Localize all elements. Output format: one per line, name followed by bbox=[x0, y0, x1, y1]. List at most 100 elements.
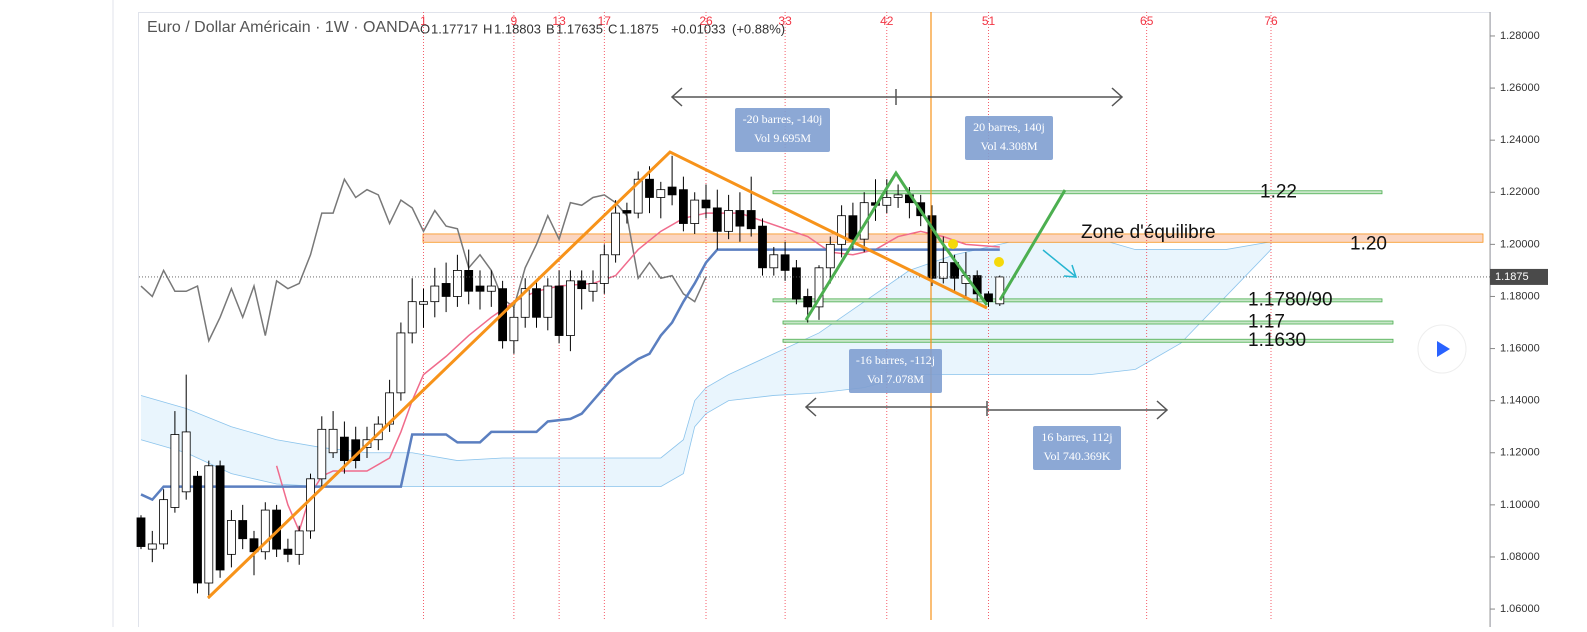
level-label: 1.1780/90 bbox=[1248, 289, 1333, 310]
level-label: 1.20 bbox=[1350, 233, 1387, 254]
candle-body bbox=[193, 475, 202, 584]
y-tick-label: 1.22000 bbox=[1500, 186, 1540, 198]
candle-body bbox=[407, 301, 417, 334]
candle-body bbox=[441, 283, 451, 297]
candle-body bbox=[452, 270, 462, 297]
candle-body bbox=[520, 288, 530, 318]
range-box bbox=[1033, 426, 1121, 470]
projection bbox=[998, 189, 1067, 301]
time-zone-label: 17 bbox=[598, 14, 612, 28]
range-bars: 20 barres, 140j bbox=[973, 120, 1045, 134]
change: +0.01033 bbox=[671, 21, 726, 36]
ohlc-value: 1.1875 bbox=[619, 21, 659, 36]
y-tick-label: 1.16000 bbox=[1500, 342, 1540, 354]
y-tick-label: 1.14000 bbox=[1500, 395, 1540, 407]
candle-body bbox=[825, 243, 835, 269]
candle-body bbox=[780, 254, 790, 271]
candle-body bbox=[679, 189, 688, 224]
candle-body bbox=[984, 293, 993, 303]
candle-body bbox=[294, 530, 304, 555]
candle-body bbox=[893, 194, 903, 198]
candle-body bbox=[339, 436, 349, 461]
candle-body bbox=[588, 283, 598, 292]
time-zone-label: 9 bbox=[511, 14, 518, 28]
play-icon bbox=[1437, 341, 1450, 357]
candle-body bbox=[577, 280, 587, 290]
candle-body bbox=[181, 431, 191, 493]
candle-body bbox=[328, 428, 338, 454]
price-tag bbox=[1490, 268, 1548, 285]
candle-body bbox=[769, 254, 779, 269]
y-tick-label: 1.26000 bbox=[1500, 82, 1540, 94]
ohlc-key: H bbox=[483, 21, 492, 36]
candle-body bbox=[938, 262, 948, 279]
candle-body bbox=[622, 210, 632, 214]
candle-body bbox=[656, 189, 666, 198]
range-bars: -16 barres, -112j bbox=[856, 353, 935, 367]
plot-border bbox=[138, 12, 1491, 632]
candle-body bbox=[136, 517, 146, 547]
marker bbox=[948, 239, 958, 249]
time-zone-label: 65 bbox=[1140, 14, 1154, 28]
range-volume: Vol 9.695M bbox=[754, 131, 811, 145]
candle-body bbox=[554, 285, 564, 336]
time-zone-label: 51 bbox=[982, 14, 996, 28]
zigzag bbox=[804, 170, 989, 321]
candle-body bbox=[464, 270, 474, 292]
candle-body bbox=[486, 285, 496, 292]
arrow-head bbox=[670, 87, 683, 107]
candle-body bbox=[566, 280, 575, 336]
candle-body bbox=[475, 285, 485, 292]
candle-body bbox=[170, 434, 180, 508]
ohlc-key: B bbox=[546, 21, 555, 36]
price-tag-label: 1.1875 bbox=[1495, 271, 1529, 283]
level-label: 1.17 bbox=[1248, 312, 1285, 333]
arrow-head bbox=[1063, 264, 1078, 278]
change-pct: (+0.88%) bbox=[732, 21, 785, 36]
ohlc-value: 1.17717 bbox=[431, 21, 478, 36]
ohlc-key: O bbox=[420, 21, 430, 36]
y-tick-label: 1.12000 bbox=[1500, 447, 1540, 459]
time-zone-label: 76 bbox=[1264, 14, 1278, 28]
y-tick-label: 1.20000 bbox=[1500, 238, 1540, 250]
candle-body bbox=[509, 316, 519, 342]
candle-body bbox=[758, 225, 767, 269]
triangle-pattern bbox=[206, 150, 988, 600]
candle-body bbox=[645, 178, 654, 198]
candle-body bbox=[882, 197, 892, 206]
candle-body bbox=[306, 478, 315, 532]
time-zone-label: 1 bbox=[420, 14, 427, 28]
level-line bbox=[772, 190, 1383, 195]
time-zone-label: 26 bbox=[699, 14, 713, 28]
candle-body bbox=[599, 254, 609, 284]
indicator-line bbox=[140, 248, 1000, 502]
candle-body bbox=[814, 267, 824, 308]
candle-body bbox=[317, 428, 327, 480]
candle-body bbox=[701, 199, 711, 209]
range-volume: Vol 4.308M bbox=[980, 139, 1037, 153]
ohlc-value: 1.18803 bbox=[494, 21, 541, 36]
arrow bbox=[1042, 249, 1076, 277]
arrow-head bbox=[1156, 400, 1169, 420]
range-bars: -20 barres, -140j bbox=[743, 112, 823, 126]
candle-body bbox=[848, 215, 858, 240]
y-tick-label: 1.06000 bbox=[1500, 603, 1540, 615]
marker bbox=[994, 257, 1004, 267]
candle-body bbox=[396, 332, 406, 394]
candle-body bbox=[746, 210, 756, 230]
range-volume: Vol 7.078M bbox=[867, 372, 924, 386]
ohlc-value: 1.17635 bbox=[556, 21, 603, 36]
range-volume: Vol 740.369K bbox=[1043, 449, 1110, 463]
candle-body bbox=[735, 210, 745, 227]
candle-body bbox=[430, 285, 440, 303]
candle-body bbox=[283, 548, 293, 555]
drawings bbox=[206, 12, 1467, 620]
candle-body bbox=[260, 509, 270, 553]
ohlc-header: O 1.17717 H 1.18803 B 1.17635 C 1.1875 +… bbox=[420, 21, 785, 36]
candle-body bbox=[633, 178, 643, 214]
candle-body bbox=[803, 296, 813, 308]
candle-body bbox=[215, 465, 225, 571]
ohlc-key: C bbox=[608, 21, 617, 36]
